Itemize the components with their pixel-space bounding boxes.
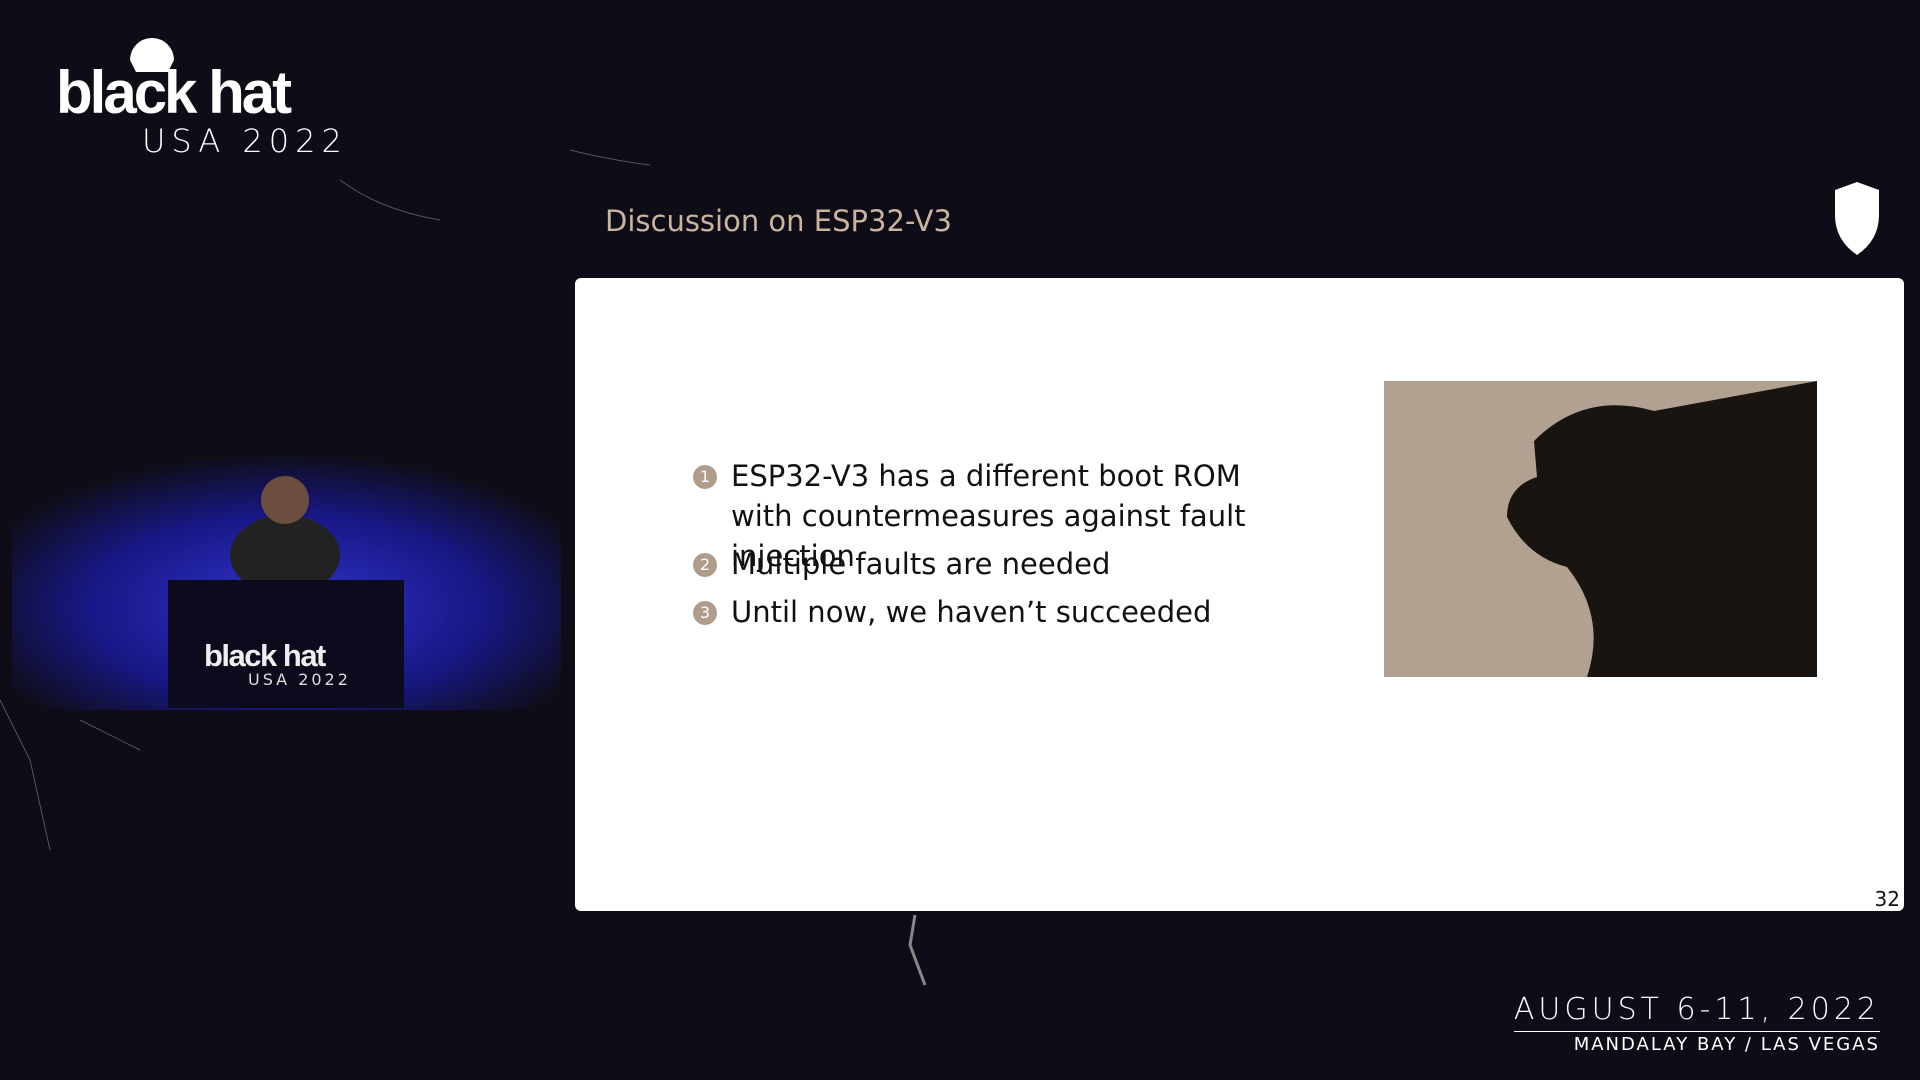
bullet-text: Until now, we haven’t succeeded xyxy=(731,595,1212,629)
bullet-number: 1 xyxy=(693,465,717,489)
footer-dates: AUGUST 6-11, 2022 xyxy=(1513,992,1880,1032)
bullet: 1 ESP32-V3 has a different boot ROM with … xyxy=(693,456,1293,576)
bullet-number: 2 xyxy=(693,553,717,577)
bullet: 3 Until now, we haven’t succeeded xyxy=(693,592,1293,632)
podium-logo-subtitle: USA 2022 xyxy=(248,670,351,689)
bullet-number: 3 xyxy=(693,601,717,625)
bullet-text: Multiple faults are needed xyxy=(731,547,1111,581)
page-number: 32 xyxy=(1874,887,1900,911)
logo-subtitle: USA 2022 xyxy=(142,122,348,160)
photo-art xyxy=(1507,381,1817,677)
slide: 32 1 ESP32-V3 has a different boot ROM wi… xyxy=(575,278,1904,911)
bullet: 2 Multiple faults are needed xyxy=(693,544,1293,584)
footer-venue: MANDALAY BAY / LAS VEGAS xyxy=(1573,1034,1880,1055)
podium-logo-title: black hat xyxy=(204,638,326,673)
dog-photo xyxy=(1384,381,1817,677)
slide-title: Discussion on ESP32-V3 xyxy=(605,204,952,238)
logo-title: black hat xyxy=(56,59,292,126)
bullet-text: ESP32-V3 has a different boot ROM with c… xyxy=(731,459,1246,573)
